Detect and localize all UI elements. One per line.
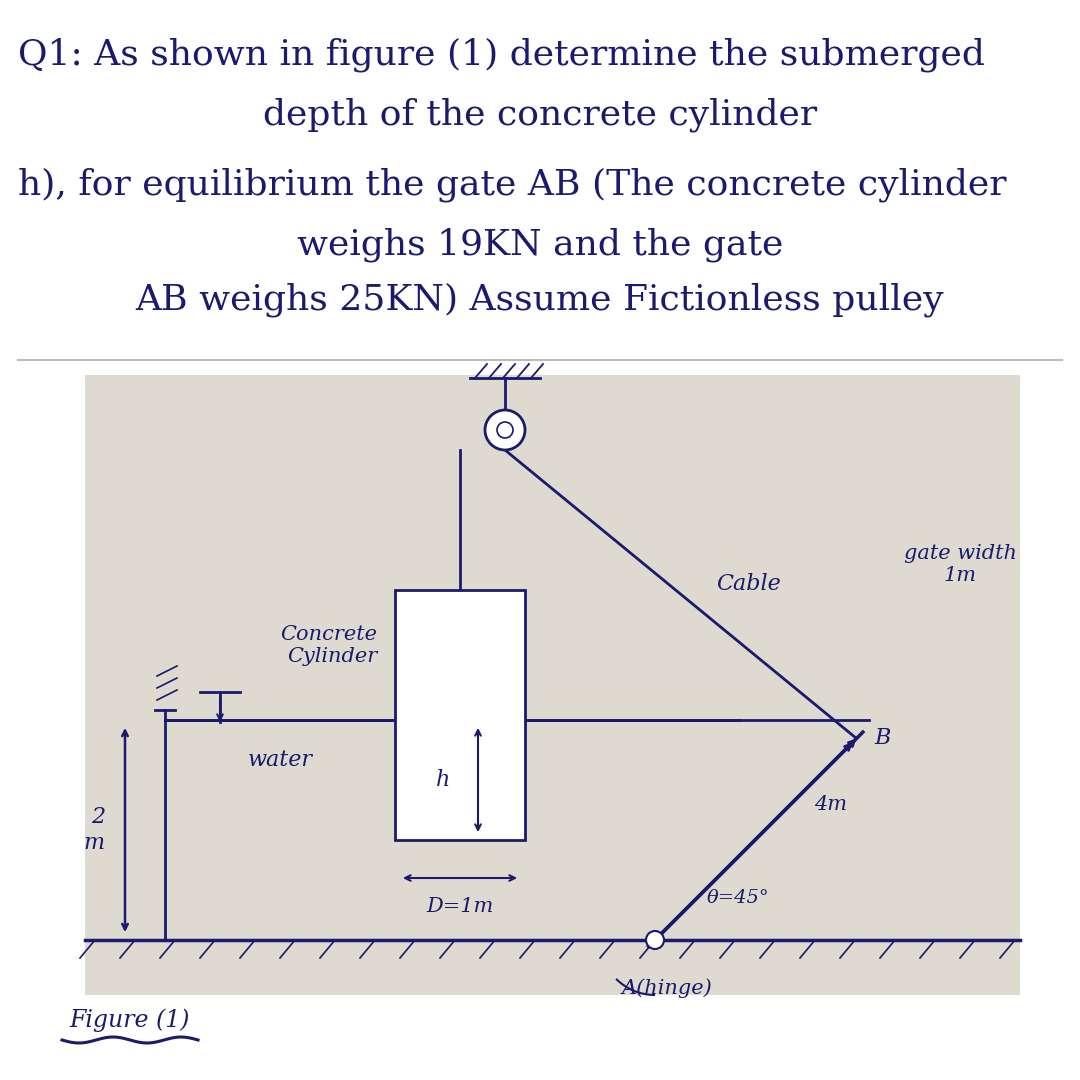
Text: h: h xyxy=(436,769,450,791)
Text: 2
m: 2 m xyxy=(84,807,105,853)
Bar xyxy=(395,590,525,840)
Text: θ=45°: θ=45° xyxy=(707,889,770,907)
Text: B: B xyxy=(875,728,891,750)
Text: water: water xyxy=(247,750,312,771)
Circle shape xyxy=(497,422,513,438)
Circle shape xyxy=(646,931,664,949)
Text: Cable: Cable xyxy=(716,573,781,595)
Text: Figure (1): Figure (1) xyxy=(70,1009,190,1031)
Text: D=1m: D=1m xyxy=(427,896,494,916)
Circle shape xyxy=(485,410,525,450)
Bar xyxy=(85,375,1020,995)
Text: Q1: As shown in figure (1) determine the submerged: Q1: As shown in figure (1) determine the… xyxy=(18,38,985,72)
Text: 4m: 4m xyxy=(814,795,847,813)
Text: depth of the concrete cylinder: depth of the concrete cylinder xyxy=(262,98,818,132)
Text: A(hinge): A(hinge) xyxy=(622,978,713,998)
Text: weighs 19KN and the gate: weighs 19KN and the gate xyxy=(297,228,783,262)
Text: Concrete
Cylinder: Concrete Cylinder xyxy=(280,624,377,665)
Text: AB weighs 25KN) Assume Fictionless pulley: AB weighs 25KN) Assume Fictionless pulle… xyxy=(136,283,944,318)
Text: gate width
1m: gate width 1m xyxy=(904,543,1016,584)
Text: h), for equilibrium the gate AB (The concrete cylinder: h), for equilibrium the gate AB (The con… xyxy=(18,167,1007,202)
